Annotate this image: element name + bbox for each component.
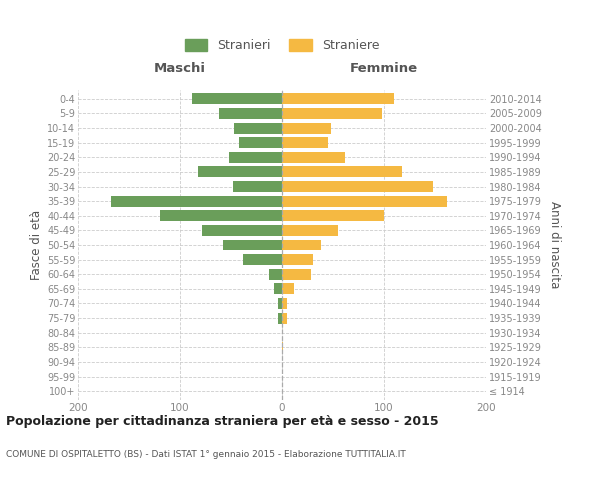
Bar bbox=[202, 225, 282, 236]
Bar bbox=[282, 166, 403, 177]
Bar bbox=[274, 284, 282, 294]
Bar bbox=[199, 166, 282, 177]
Bar bbox=[282, 284, 294, 294]
Bar bbox=[282, 137, 328, 148]
Bar bbox=[282, 240, 321, 250]
Bar bbox=[269, 269, 282, 280]
Bar bbox=[282, 94, 394, 104]
Bar bbox=[160, 210, 282, 221]
Text: Maschi: Maschi bbox=[154, 62, 206, 75]
Legend: Stranieri, Straniere: Stranieri, Straniere bbox=[179, 34, 385, 57]
Bar bbox=[282, 152, 345, 162]
Text: COMUNE DI OSPITALETTO (BS) - Dati ISTAT 1° gennaio 2015 - Elaborazione TUTTITALI: COMUNE DI OSPITALETTO (BS) - Dati ISTAT … bbox=[6, 450, 406, 459]
Bar bbox=[282, 210, 384, 221]
Bar bbox=[282, 312, 287, 324]
Text: Popolazione per cittadinanza straniera per età e sesso - 2015: Popolazione per cittadinanza straniera p… bbox=[6, 415, 439, 428]
Bar bbox=[278, 312, 282, 324]
Bar bbox=[278, 298, 282, 309]
Bar bbox=[282, 342, 283, 353]
Bar bbox=[282, 254, 313, 265]
Bar bbox=[282, 181, 433, 192]
Text: Femmine: Femmine bbox=[350, 62, 418, 75]
Bar bbox=[282, 269, 311, 280]
Y-axis label: Fasce di età: Fasce di età bbox=[29, 210, 43, 280]
Bar bbox=[282, 196, 447, 206]
Bar bbox=[282, 225, 338, 236]
Bar bbox=[233, 181, 282, 192]
Bar bbox=[110, 196, 282, 206]
Bar bbox=[192, 94, 282, 104]
Bar bbox=[282, 108, 382, 119]
Y-axis label: Anni di nascita: Anni di nascita bbox=[548, 202, 561, 288]
Bar bbox=[234, 122, 282, 134]
Bar bbox=[223, 240, 282, 250]
Bar bbox=[282, 122, 331, 134]
Bar bbox=[229, 152, 282, 162]
Bar bbox=[243, 254, 282, 265]
Bar bbox=[239, 137, 282, 148]
Bar bbox=[282, 298, 287, 309]
Bar bbox=[219, 108, 282, 119]
